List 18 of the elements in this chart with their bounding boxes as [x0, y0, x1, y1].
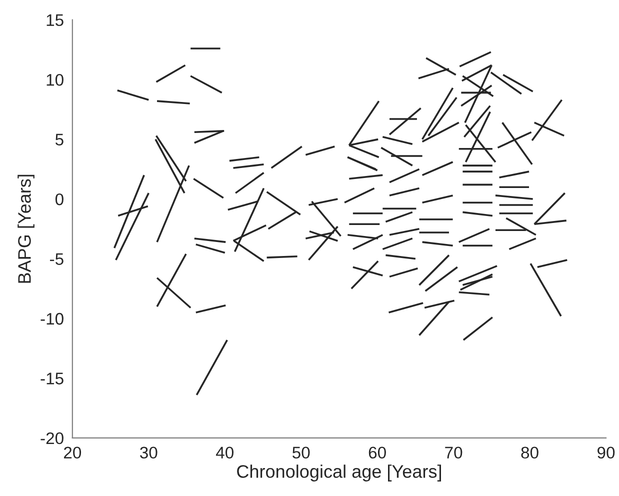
- x-tick-label: 50: [292, 446, 310, 459]
- x-tick-label: 30: [140, 446, 158, 459]
- y-tick-label: -10: [40, 312, 64, 325]
- y-tick-label: 0: [55, 193, 64, 206]
- x-tick-label: 60: [368, 446, 386, 459]
- y-tick-label: -20: [40, 432, 64, 444]
- x-tick-label: 40: [216, 446, 234, 459]
- x-tick-label: 90: [598, 446, 615, 459]
- y-tick-label: 10: [46, 74, 64, 86]
- y-axis-title: BAPG [Years]: [18, 174, 34, 283]
- x-tick-label: 20: [64, 446, 82, 459]
- x-tick-label: 70: [445, 446, 462, 459]
- y-tick-label: -5: [50, 253, 64, 265]
- x-axis-title: Chronological age [Years]: [237, 464, 441, 482]
- x-tick-label: 80: [521, 446, 538, 459]
- y-tick-label: -15: [40, 372, 64, 384]
- y-tick-label: 15: [46, 14, 64, 26]
- y-tick-label: 5: [55, 134, 64, 146]
